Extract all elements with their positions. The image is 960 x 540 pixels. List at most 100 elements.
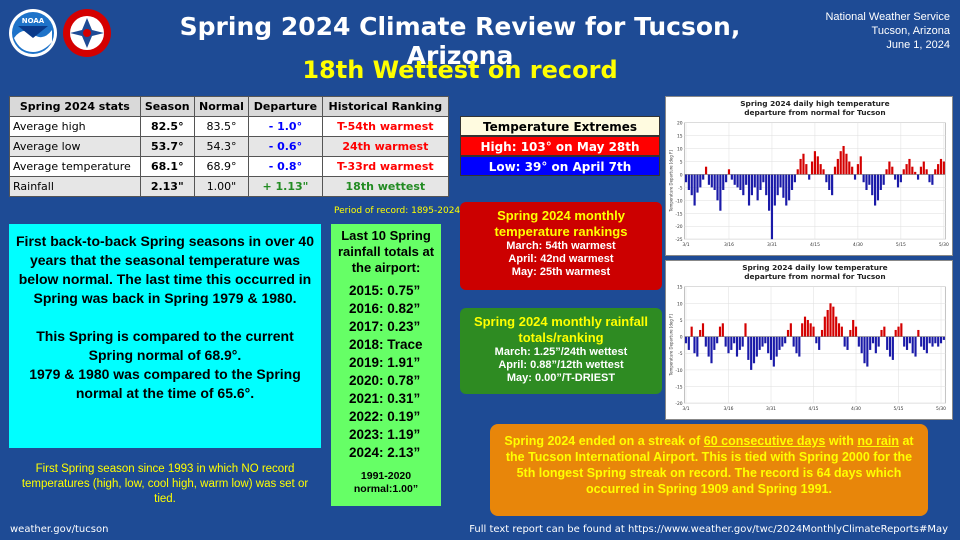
chart-bar [839, 151, 842, 175]
chart-bar [795, 336, 798, 354]
chart-bar [908, 336, 911, 344]
rainfall-year-item: 2020: 0.78” [349, 372, 441, 390]
row-label: Average low [9, 136, 141, 157]
rainfall-history-box: Last 10 Spring rainfall totals at the ai… [331, 224, 441, 506]
chart-bar [873, 174, 877, 206]
monthly-rain-rankings: Spring 2024 monthly rainfall totals/rank… [460, 308, 662, 394]
y-tick-label: -5 [678, 351, 683, 357]
chart-bar [939, 158, 943, 175]
chart-bar [747, 174, 751, 206]
chart-bar [719, 174, 722, 211]
summary-paragraph: 1979 & 1980 was compared to the Spring n… [29, 366, 301, 401]
table-row: Average high 82.5° 83.5° - 1.0° T-54th w… [9, 116, 450, 137]
chart-bar [819, 164, 822, 175]
page-title: Spring 2024 Climate Review for Tucson, A… [179, 12, 741, 70]
chart-bar [793, 174, 796, 183]
rainfall-value: Trace [387, 337, 423, 352]
chart-bar [835, 316, 838, 337]
y-tick-label: -25 [675, 237, 682, 243]
departure-value: - 0.8° [248, 156, 323, 177]
chart-bar [877, 336, 880, 347]
chart-bar [775, 336, 778, 357]
chart-bar [758, 336, 761, 350]
chart-bar [722, 174, 725, 191]
chart-bar [894, 329, 897, 337]
temp-rankings-header: Spring 2024 monthly temperature rankings [494, 208, 628, 239]
chart-bar [905, 164, 908, 175]
table-row: Average temperature 68.1° 68.9° - 0.8° T… [9, 156, 450, 177]
season-value: 68.1° [139, 156, 195, 177]
chart-bar [942, 336, 945, 340]
may-ranking: May: 25th warmest [511, 266, 611, 278]
rainfall-year-item: 2019: 1.91” [349, 354, 441, 372]
chart-bar [856, 164, 859, 175]
chart-bar [716, 174, 719, 201]
chart-bar [894, 174, 897, 180]
y-tick-label: 10 [677, 147, 683, 153]
chart-bar [753, 174, 756, 188]
chart-bar [868, 174, 871, 185]
org-location: Tucson, Arizona [871, 25, 950, 37]
x-tick-label: 5/30 [939, 242, 949, 248]
rainfall-year: 2017: [349, 319, 388, 334]
streak-no-rain: no rain [857, 434, 899, 448]
chart-bar [826, 309, 829, 337]
chart-bar [702, 174, 705, 180]
chart-bar [778, 336, 781, 350]
season-value: 2.13" [139, 176, 195, 197]
x-tick-label: 4/15 [810, 242, 820, 248]
chart-bar [891, 166, 894, 175]
chart-bar [805, 164, 808, 175]
chart-bar [919, 166, 923, 175]
departure-value: - 1.0° [248, 116, 323, 137]
rainfall-history-list: 2015: 0.75” 2016: 0.82” 2017: 0.23” 2018: T… [331, 282, 441, 462]
rainfall-year: 2016: [349, 301, 388, 316]
table-header: Season [139, 96, 195, 117]
chart-bar [917, 329, 920, 337]
chart-bar [823, 316, 826, 337]
chart-bar [831, 174, 834, 196]
chart-bar [735, 336, 739, 357]
chart-bar [931, 174, 934, 185]
normal-period: 1991-2020 [360, 470, 412, 482]
y-tick-label: -5 [678, 185, 683, 191]
summary-paragraph: First back-to-back Spring seasons in ove… [16, 233, 314, 306]
chart-bar [701, 323, 705, 337]
rainfall-value: 2.13” [387, 445, 421, 460]
chart-bar [937, 164, 940, 175]
y-axis-label: Temperature Departure [deg F] [669, 314, 674, 377]
chart-bar [928, 174, 931, 183]
normal-value: 68.9° [193, 156, 250, 177]
table-header: Normal [193, 96, 250, 117]
normal-value: 83.5° [193, 116, 250, 137]
dry-streak-box: Spring 2024 ended on a streak of 60 cons… [490, 424, 928, 516]
april-ranking: April: 42nd warmest [508, 253, 614, 265]
chart-bar [914, 171, 917, 175]
table-row: Average low 53.7° 54.3° - 0.6° 24th warm… [9, 136, 450, 157]
rainfall-year-item: 2024: 2.13” [349, 444, 441, 462]
chart-bar [882, 174, 885, 185]
noaa-logo: NOAA [9, 9, 57, 57]
chart-bar [690, 174, 693, 196]
chart-bar [902, 169, 905, 175]
y-axis-label: Temperature Departure [deg F] [669, 150, 674, 213]
chart-bar [747, 336, 750, 360]
may-rain: May: 0.00”/T-DRIEST [506, 372, 616, 384]
chart-bar [744, 323, 747, 337]
rainfall-year: 2019: [349, 355, 388, 370]
chart-bar [693, 336, 696, 354]
chart-bar [810, 161, 814, 175]
table-header: Historical Ranking [321, 96, 450, 117]
y-tick-label: 20 [677, 121, 683, 127]
chart-bar [866, 336, 869, 367]
ranking-value: 18th wettest [321, 176, 450, 197]
rain-rankings-header: Spring 2024 monthly rainfall totals/rank… [473, 314, 649, 345]
summary-paragraph: This Spring is compared to the current S… [36, 328, 294, 363]
normal-value: 54.3° [193, 136, 250, 157]
chart-bar [888, 336, 892, 357]
rainfall-year: 2020: [349, 373, 388, 388]
chart-bar [853, 174, 857, 180]
chart-bar [699, 174, 702, 188]
chart-bar [789, 323, 792, 337]
x-tick-label: 5/30 [936, 406, 946, 412]
